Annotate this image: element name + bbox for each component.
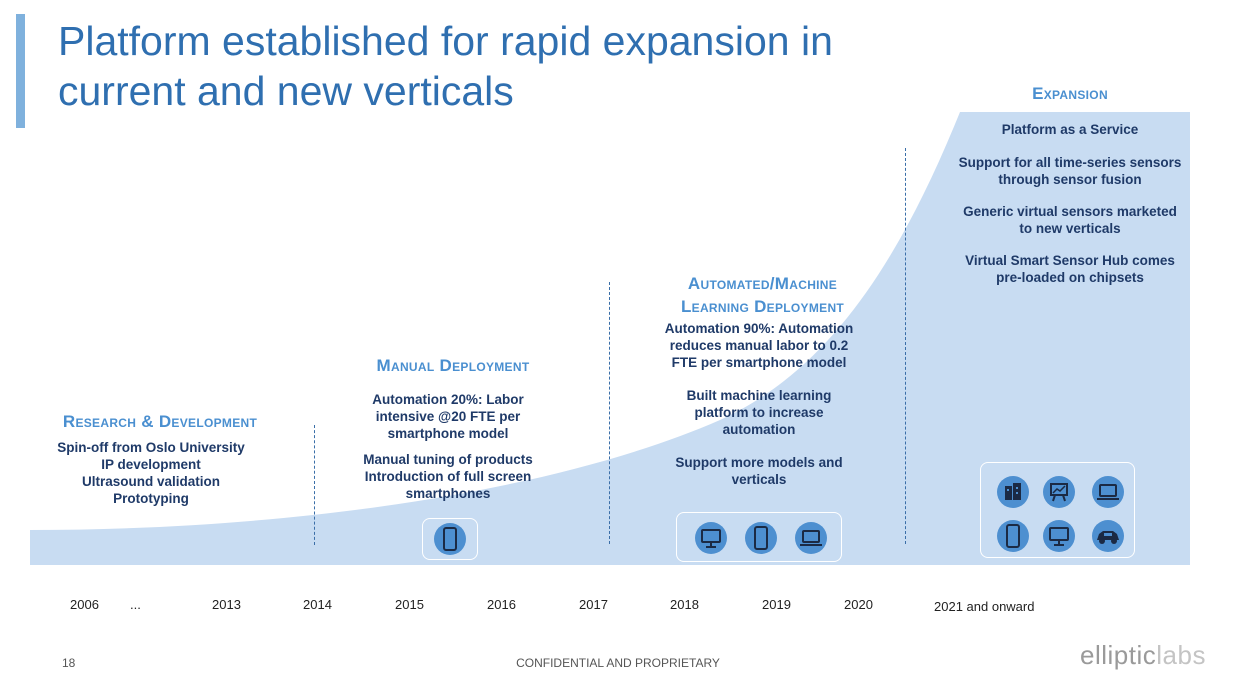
stage-desc-automated: Automation 90%: Automation reduces manua…	[660, 320, 858, 497]
manual-item: Manual tuning of products Introduction o…	[363, 452, 533, 501]
growth-curve-area	[30, 112, 1190, 565]
monitor-icon	[695, 522, 727, 554]
separator-2020	[905, 148, 906, 544]
timeline-year: 2018	[670, 597, 699, 612]
expansion-item: Support for all time-series sensors thro…	[958, 155, 1182, 187]
laptop-icon	[795, 522, 827, 554]
stage-desc-expansion: Platform as a Service Support for all ti…	[955, 121, 1185, 295]
car-icon	[1092, 520, 1124, 552]
timeline-ellipsis: ...	[130, 597, 141, 612]
timeline-year: 2020	[844, 597, 873, 612]
logo-text-labs: labs	[1156, 640, 1206, 670]
page-number: 18	[62, 656, 76, 670]
company-logo: ellipticlabs	[1080, 640, 1206, 671]
icon-box-automated	[676, 512, 842, 562]
icon-box-manual	[422, 518, 478, 560]
smartphone-icon	[745, 522, 777, 554]
stage-title-research: Research & Development	[62, 412, 258, 431]
stage-desc-manual: Automation 20%: Labor intensive @20 FTE …	[360, 391, 536, 511]
automated-item: Built machine learning platform to incre…	[686, 388, 832, 437]
monitor-icon	[1043, 520, 1075, 552]
automated-item: Support more models and verticals	[675, 455, 843, 487]
timeline-year: 2021 and onward	[934, 599, 1035, 614]
title-line-2: current and new verticals	[58, 68, 514, 114]
automated-item: Automation 90%: Automation reduces manua…	[664, 321, 854, 370]
slide-title: Platform established for rapid expansion…	[58, 16, 958, 116]
building-icon	[997, 476, 1029, 508]
expansion-item: Platform as a Service	[1001, 122, 1139, 137]
presentation-icon	[1043, 476, 1075, 508]
stage-title-automated: Automated/Machine Learning Deployment	[680, 274, 845, 316]
research-item: Ultrasound validation	[81, 474, 220, 489]
expansion-item: Generic virtual sensors marketed to new …	[963, 204, 1177, 236]
stage-title-manual: Manual Deployment	[376, 356, 530, 375]
manual-item: Automation 20%: Labor intensive @20 FTE …	[372, 392, 524, 441]
icon-box-expansion	[980, 462, 1135, 558]
title-accent-bar	[16, 14, 25, 128]
timeline-year: 2019	[762, 597, 791, 612]
research-item: Prototyping	[113, 491, 189, 506]
timeline-year: 2014	[303, 597, 332, 612]
stage-desc-research: Spin-off from Oslo University IP develop…	[30, 439, 272, 507]
timeline-year: 2013	[212, 597, 241, 612]
expansion-item: Virtual Smart Sensor Hub comes pre-loade…	[965, 253, 1175, 285]
title-line-1: Platform established for rapid expansion…	[58, 18, 833, 64]
smartphone-icon	[997, 520, 1029, 552]
separator-2017	[609, 282, 610, 544]
timeline-year: 2016	[487, 597, 516, 612]
stage-title-expansion: Expansion	[1032, 84, 1108, 103]
research-item: IP development	[101, 457, 201, 472]
timeline-year: 2017	[579, 597, 608, 612]
timeline-year: 2006	[70, 597, 99, 612]
logo-text-elliptic: elliptic	[1080, 640, 1157, 670]
confidential-notice: CONFIDENTIAL AND PROPRIETARY	[516, 656, 720, 670]
smartphone-icon	[434, 523, 466, 555]
laptop-icon	[1092, 476, 1124, 508]
research-item: Spin-off from Oslo University	[57, 440, 245, 455]
separator-2014	[314, 425, 315, 545]
timeline-year: 2015	[395, 597, 424, 612]
